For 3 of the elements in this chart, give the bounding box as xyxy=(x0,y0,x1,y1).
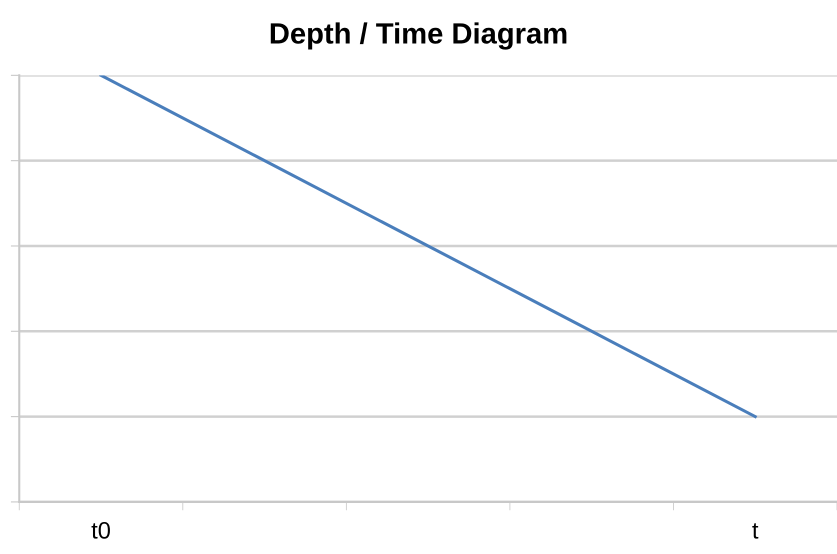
x-tick-label: t xyxy=(752,523,758,539)
x-tick-label: t0 xyxy=(92,522,110,539)
chart-title: Depth / Time Diagram xyxy=(270,22,566,50)
